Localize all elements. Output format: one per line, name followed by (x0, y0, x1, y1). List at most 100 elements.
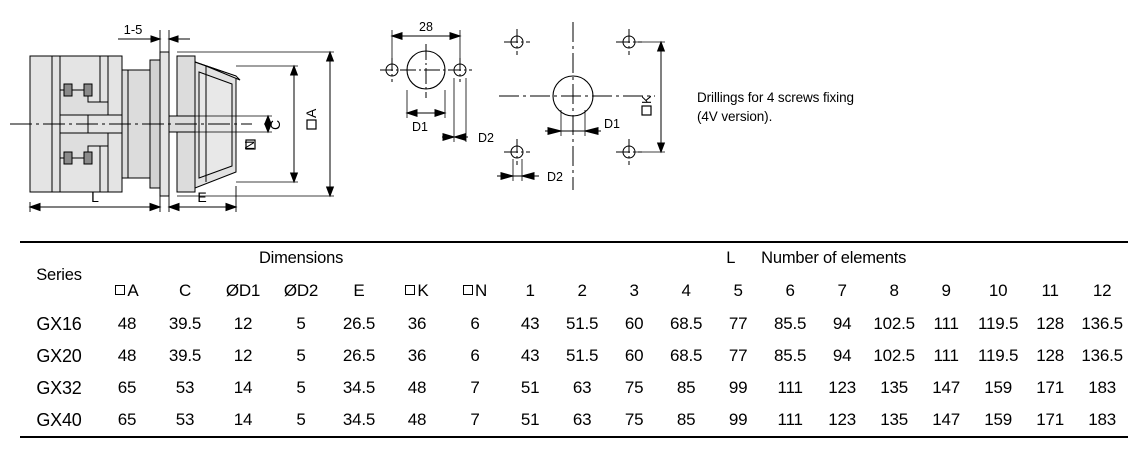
four-screw-drilling-diagram: D1 D2 K (497, 22, 666, 190)
col-header-el-3: 3 (608, 273, 661, 308)
cell-el-6: 111 (764, 404, 817, 437)
cell-el-2: 63 (556, 404, 609, 437)
dim-C-label: C (267, 120, 283, 130)
col-header-el-7: 7 (816, 273, 869, 308)
col-header-el-10: 10 (972, 273, 1025, 308)
single-drilling-diagram: 28 D1 D2 (380, 20, 494, 145)
cell-D1: 12 (214, 308, 272, 340)
col-header-el-8: 8 (868, 273, 921, 308)
cell-C: 53 (156, 372, 214, 404)
table-row: GX16 48 39.5 12 5 26.5 36 6 43 51.5 60 6… (20, 308, 1129, 340)
row-series: GX16 (20, 308, 98, 340)
col-header-C: C (156, 273, 214, 308)
cell-el-5: 99 (712, 404, 765, 437)
cell-el-12: 136.5 (1076, 340, 1129, 372)
cell-E: 26.5 (330, 340, 388, 372)
cell-el-7: 123 (816, 404, 869, 437)
dim-D2-label: D2 (478, 131, 494, 145)
cell-el-4: 85 (660, 372, 713, 404)
cell-el-5: 99 (712, 372, 765, 404)
dim-E-label: E (197, 189, 206, 205)
col-header-el-1: 1 (504, 273, 557, 308)
cell-el-12: 183 (1076, 404, 1129, 437)
square-symbol-K-icon (641, 105, 652, 116)
col-header-el-9: 9 (920, 273, 973, 308)
cell-A: 65 (98, 404, 156, 437)
dim-K-label: K (639, 95, 654, 104)
cell-D1: 12 (214, 340, 272, 372)
square-symbol-icon (115, 284, 126, 295)
col-header-el-4: 4 (660, 273, 713, 308)
cell-el-8: 102.5 (868, 340, 921, 372)
cell-C: 39.5 (156, 340, 214, 372)
cell-el-3: 75 (608, 372, 661, 404)
table-row: GX20 48 39.5 12 5 26.5 36 6 43 51.5 60 6… (20, 340, 1129, 372)
cell-el-10: 159 (972, 372, 1025, 404)
dim-panel-thickness-label: 1-5 (124, 22, 143, 37)
table-row: GX40 65 53 14 5 34.5 48 7 51 63 75 85 99… (20, 404, 1129, 437)
cell-C: 39.5 (156, 308, 214, 340)
cell-el-9: 111 (920, 308, 973, 340)
cell-el-10: 159 (972, 404, 1025, 437)
svg-text:A: A (303, 108, 319, 118)
col-header-A: A (98, 273, 156, 308)
svg-text:C: C (267, 120, 283, 130)
col-header-E: E (330, 273, 388, 308)
cell-D2: 5 (272, 340, 330, 372)
cell-el-1: 43 (504, 308, 557, 340)
table-row: GX32 65 53 14 5 34.5 48 7 51 63 75 85 99… (20, 372, 1129, 404)
group-header-elements-prefix: L (726, 248, 736, 267)
col-header-el-12: 12 (1076, 273, 1129, 308)
group-header-dimensions: Dimensions (98, 242, 505, 273)
square-symbol-N-icon (245, 139, 256, 150)
cell-el-2: 51.5 (556, 308, 609, 340)
cell-el-6: 85.5 (764, 340, 817, 372)
cell-el-12: 136.5 (1076, 308, 1129, 340)
square-symbol-icon (463, 284, 473, 295)
cam-switch-side-view: 1-5 L E N C A (10, 22, 335, 212)
cell-E: 34.5 (330, 372, 388, 404)
square-symbol-icon (405, 284, 416, 295)
cell-el-9: 147 (920, 372, 973, 404)
cell-el-6: 111 (764, 372, 817, 404)
cell-el-5: 77 (712, 308, 765, 340)
row-series: GX20 (20, 340, 98, 372)
cell-el-11: 171 (1024, 404, 1077, 437)
table-column-header-row: A C ØD1 ØD2 E K N 1 2 3 4 5 6 7 8 9 10 1… (20, 273, 1129, 308)
cell-D1: 14 (214, 404, 272, 437)
cell-D2: 5 (272, 372, 330, 404)
cell-A: 65 (98, 372, 156, 404)
cell-el-1: 43 (504, 340, 557, 372)
cell-N: 6 (446, 308, 505, 340)
cell-N: 6 (446, 340, 505, 372)
cell-E: 26.5 (330, 308, 388, 340)
col-header-D1: ØD1 (214, 273, 272, 308)
series-header: Series (20, 242, 98, 308)
cell-el-11: 128 (1024, 308, 1077, 340)
cell-el-11: 171 (1024, 372, 1077, 404)
table-group-header-row: Series Dimensions L Number of elements (20, 242, 1129, 308)
specifications-table: Series Dimensions L Number of elements A … (20, 241, 1129, 438)
dim-28-label: 28 (419, 20, 433, 34)
cell-el-5: 77 (712, 340, 765, 372)
specifications-table-wrap: Series Dimensions L Number of elements A … (20, 241, 1129, 438)
cell-E: 34.5 (330, 404, 388, 437)
cell-el-7: 94 (816, 308, 869, 340)
drilling-note: Drillings for 4 screws fixing (4V versio… (697, 90, 854, 124)
dim-L-label: L (91, 189, 99, 205)
dim-N-label: N (242, 141, 257, 150)
group-header-elements-text: Number of elements (761, 248, 907, 267)
cell-el-4: 68.5 (660, 340, 713, 372)
cell-el-7: 123 (816, 372, 869, 404)
cell-el-10: 119.5 (972, 308, 1025, 340)
dim-A-label: A (303, 108, 319, 118)
cell-D1: 14 (214, 372, 272, 404)
cell-el-8: 135 (868, 404, 921, 437)
cell-el-3: 60 (608, 340, 661, 372)
cell-K: 48 (388, 404, 446, 437)
svg-text:K: K (639, 95, 654, 104)
cell-el-2: 51.5 (556, 340, 609, 372)
cell-el-4: 85 (660, 404, 713, 437)
cell-el-11: 128 (1024, 340, 1077, 372)
